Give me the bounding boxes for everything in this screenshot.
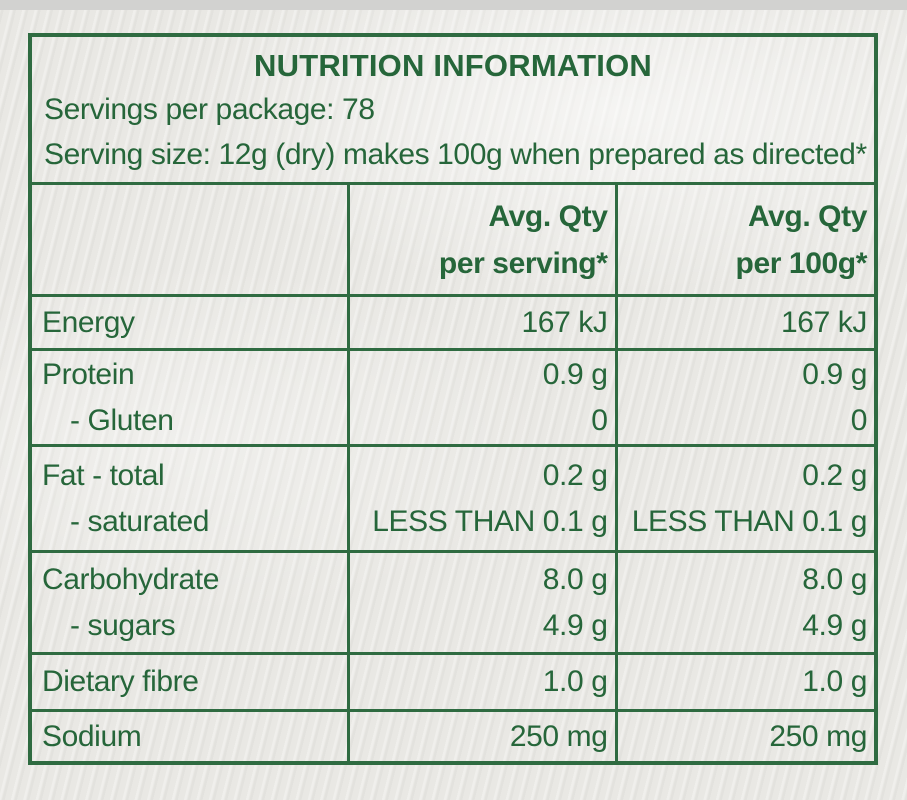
table-row-sodium: Sodium 250 mg 250 mg bbox=[32, 709, 874, 763]
per-100g-value-cell: 1.0 g bbox=[614, 652, 874, 712]
per-serving-value: 1.0 g bbox=[542, 665, 608, 698]
nutrient-label-cell: Carbohydrate - sugars bbox=[32, 550, 350, 655]
per-serving-value: 167 kJ bbox=[521, 305, 608, 339]
nutrient-label-cell: Sodium bbox=[32, 709, 350, 763]
table-row-dietary-fibre: Dietary fibre 1.0 g 1.0 g bbox=[32, 652, 874, 712]
nutrient-label: Sodium bbox=[42, 720, 142, 754]
photo-top-edge bbox=[0, 0, 907, 10]
per-serving-subvalue: 0 bbox=[591, 403, 608, 437]
per-serving-value-cell: 8.0 g 4.9 g bbox=[346, 550, 618, 655]
per-serving-subvalue: 4.9 g bbox=[542, 608, 608, 642]
nutrition-label-panel: NUTRITION INFORMATION Servings per packa… bbox=[28, 33, 878, 765]
per-100g-value: 1.0 g bbox=[802, 665, 867, 698]
serving-size-line: Serving size: 12g (dry) makes 100g when … bbox=[44, 138, 867, 171]
table-row-carbohydrate: Carbohydrate - sugars 8.0 g 4.9 g 8.0 g … bbox=[32, 550, 874, 655]
label-title: NUTRITION INFORMATION bbox=[254, 48, 652, 83]
per-100g-subvalue: 4.9 g bbox=[802, 608, 867, 642]
per-serving-value: 250 mg bbox=[509, 720, 608, 754]
nutrient-label: Protein bbox=[42, 357, 135, 391]
column-header-line: per 100g* bbox=[735, 246, 868, 280]
per-serving-value-cell: 1.0 g bbox=[346, 652, 618, 712]
empty-header-cell bbox=[32, 183, 350, 297]
per-100g-value-cell: 0.2 g LESS THAN 0.1 g bbox=[614, 444, 874, 553]
nutrition-table: Avg. Qty per serving* Avg. Qty per 100g*… bbox=[32, 182, 874, 763]
per-serving-value-cell: 167 kJ bbox=[346, 294, 618, 351]
per-100g-value-cell: 250 mg bbox=[614, 709, 874, 763]
per-100g-value-cell: 167 kJ bbox=[614, 294, 874, 351]
column-header-line: Avg. Qty bbox=[488, 199, 608, 233]
servings-per-package-line: Servings per package: 78 bbox=[44, 93, 375, 126]
per-100g-subvalue: 0 bbox=[850, 403, 868, 437]
column-header-row: Avg. Qty per serving* Avg. Qty per 100g* bbox=[32, 183, 874, 297]
per-serving-value: 0.2 g bbox=[542, 458, 608, 492]
nutrient-label: Energy bbox=[42, 305, 135, 339]
per-100g-value: 0.9 g bbox=[802, 357, 867, 391]
table-row-energy: Energy 167 kJ 167 kJ bbox=[32, 294, 874, 351]
label-header-section: NUTRITION INFORMATION Servings per packa… bbox=[32, 37, 874, 182]
nutrient-label-cell: Fat - total - saturated bbox=[32, 444, 350, 553]
per-100g-value: 0.2 g bbox=[802, 458, 867, 492]
per-100g-value: 250 mg bbox=[769, 720, 867, 754]
column-header-line: per serving* bbox=[438, 246, 608, 280]
per-100g-value: 8.0 g bbox=[802, 562, 867, 596]
per-100g-subvalue: LESS THAN 0.1 g bbox=[631, 504, 868, 538]
nutrient-sublabel: - sugars bbox=[70, 608, 176, 642]
nutrient-label-cell: Protein - Gluten bbox=[32, 348, 350, 447]
per-100g-value-cell: 8.0 g 4.9 g bbox=[614, 550, 874, 655]
per-serving-value: 8.0 g bbox=[542, 562, 608, 596]
per-serving-value-cell: 250 mg bbox=[346, 709, 618, 763]
column-header-line: Avg. Qty bbox=[747, 199, 867, 233]
nutrient-sublabel: - saturated bbox=[70, 504, 210, 538]
per-serving-value: 0.9 g bbox=[542, 357, 608, 391]
nutrient-label: Dietary fibre bbox=[42, 665, 199, 698]
per-100g-value: 167 kJ bbox=[781, 305, 867, 339]
per-serving-subvalue: LESS THAN 0.1 g bbox=[372, 504, 608, 538]
column-header-per-100g: Avg. Qty per 100g* bbox=[614, 183, 874, 297]
per-100g-value-cell: 0.9 g 0 bbox=[614, 348, 874, 447]
nutrient-sublabel: - Gluten bbox=[70, 403, 174, 437]
table-row-fat: Fat - total - saturated 0.2 g LESS THAN … bbox=[32, 444, 874, 553]
nutrient-label-cell: Dietary fibre bbox=[32, 652, 350, 712]
nutrient-label-cell: Energy bbox=[32, 294, 350, 351]
table-row-protein: Protein - Gluten 0.9 g 0 0.9 g 0 bbox=[32, 348, 874, 447]
per-serving-value-cell: 0.9 g 0 bbox=[346, 348, 618, 447]
nutrient-label: Carbohydrate bbox=[42, 562, 219, 596]
column-header-per-serving: Avg. Qty per serving* bbox=[346, 183, 618, 297]
nutrient-label: Fat - total bbox=[42, 458, 165, 492]
per-serving-value-cell: 0.2 g LESS THAN 0.1 g bbox=[346, 444, 618, 553]
